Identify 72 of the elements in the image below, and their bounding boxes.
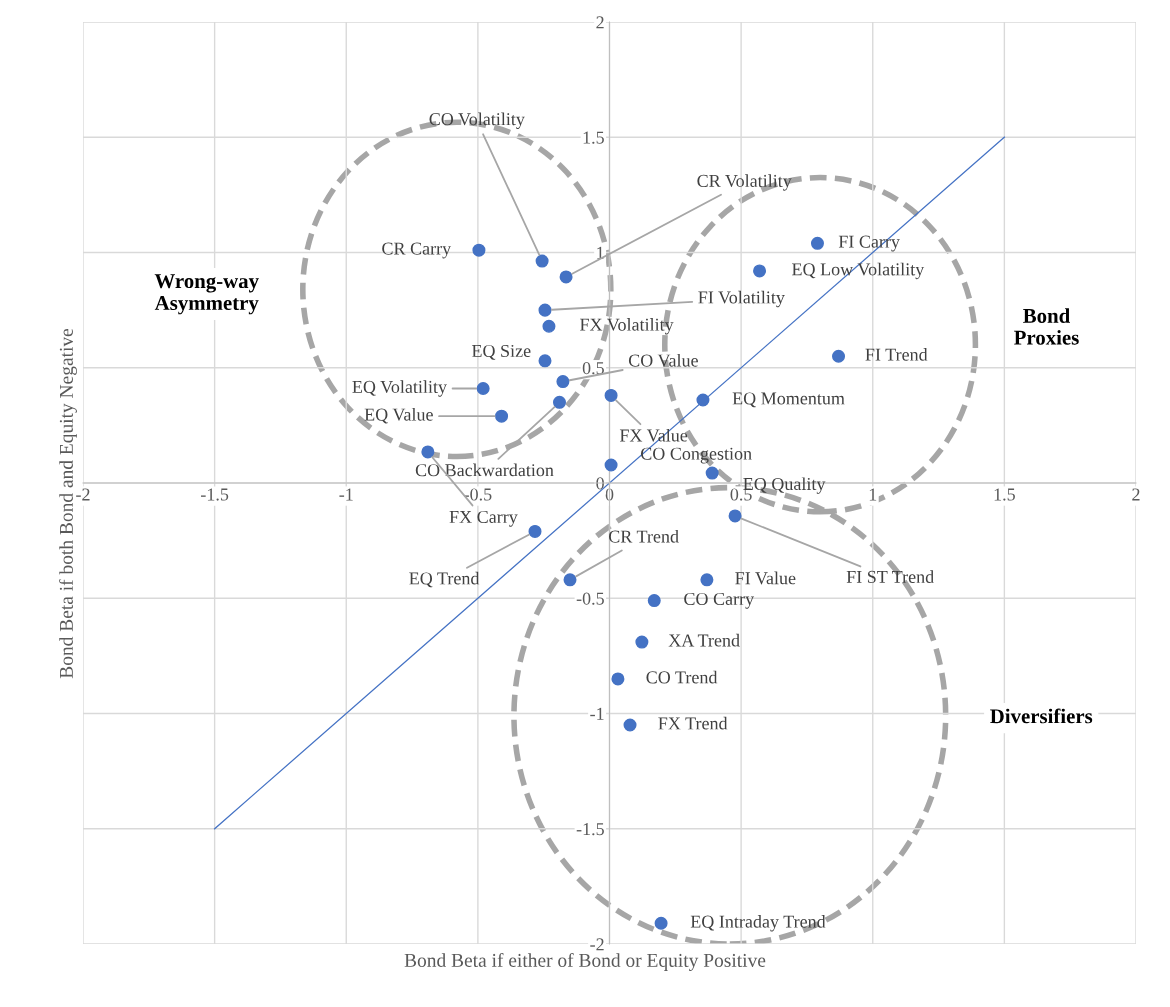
- y-tick-label: -1: [590, 707, 604, 720]
- data-label: FX Carry: [449, 510, 518, 527]
- point: [528, 524, 542, 538]
- y-tick-label: 1.5: [583, 131, 604, 144]
- x-tick-label: -1: [339, 488, 353, 501]
- point: [535, 254, 549, 268]
- y-tick-label: 2: [596, 16, 604, 29]
- point: [604, 388, 618, 402]
- point: [538, 303, 552, 317]
- data-label: FX Trend: [658, 716, 728, 730]
- data-label: CO Trend: [646, 670, 718, 684]
- point: [472, 243, 486, 257]
- point: [753, 264, 767, 278]
- data-label: CR Volatility: [697, 174, 792, 191]
- data-label: EQ Intraday Trend: [690, 915, 826, 932]
- data-label: EQ Value: [364, 407, 433, 424]
- point: [552, 395, 566, 409]
- point: [700, 573, 714, 587]
- data-label: CO Backwardation: [415, 463, 554, 477]
- x-tick-label: 0: [605, 488, 614, 501]
- point: [611, 672, 625, 686]
- x-tick-label: -0.5: [464, 488, 492, 501]
- point: [728, 509, 742, 523]
- data-label: EQ Momentum: [732, 392, 845, 408]
- point: [538, 354, 552, 368]
- data-label: EQ Volatility: [352, 380, 447, 397]
- y-tick-label: 0.5: [582, 362, 604, 375]
- point: [604, 458, 618, 472]
- y-tick-label: -1.5: [576, 823, 604, 836]
- data-label: EQ Trend: [409, 571, 480, 588]
- point: [559, 270, 573, 284]
- point: [647, 594, 661, 608]
- data-label: FI ST Trend: [846, 570, 934, 583]
- x-tick-label: 1.5: [994, 488, 1015, 501]
- point: [421, 445, 435, 459]
- x-axis-title: Bond Beta if either of Bond or Equity Positive: [404, 953, 766, 971]
- data-label: XA Trend: [668, 633, 740, 647]
- x-tick-label: -1.5: [201, 488, 229, 501]
- point: [623, 718, 637, 732]
- point: [654, 916, 668, 930]
- y-tick-label: -0.5: [576, 592, 604, 605]
- point: [635, 635, 649, 649]
- data-label: FI Value: [735, 571, 796, 585]
- point: [476, 381, 490, 395]
- point: [696, 393, 710, 407]
- x-tick-label: 1: [869, 488, 877, 501]
- data-label: CO Value: [628, 353, 698, 367]
- x-tick-label: 2: [1132, 488, 1140, 501]
- annotation: Bond Proxies: [1014, 308, 1079, 345]
- data-label: CR Carry: [382, 242, 452, 259]
- data-label: CR Trend: [608, 529, 679, 543]
- data-label: EQ Low Volatility: [792, 262, 925, 280]
- point: [495, 409, 509, 423]
- x-tick-label: -2: [76, 488, 90, 501]
- data-label: FI Trend: [865, 348, 928, 361]
- data-label: CO Carry: [684, 592, 755, 609]
- data-label: FX Volatility: [580, 318, 674, 335]
- annotation: Diversifiers: [990, 708, 1093, 724]
- y-tick-label: 0: [596, 477, 604, 490]
- point: [563, 573, 577, 587]
- data-label: FI Volatility: [698, 290, 785, 308]
- point: [556, 375, 570, 389]
- point: [832, 349, 846, 363]
- data-label: CO Volatility: [429, 112, 525, 129]
- point: [810, 236, 824, 250]
- data-label: EQ Size: [471, 344, 531, 360]
- y-axis-title: Bond Beta if both Bond and Equity Negative: [59, 328, 77, 679]
- y-tick-label: -2: [590, 938, 604, 951]
- data-label: CO Congestion: [640, 447, 752, 464]
- point: [705, 466, 719, 480]
- point: [542, 319, 556, 333]
- annotation: Wrong-way Asymmetry: [154, 274, 259, 315]
